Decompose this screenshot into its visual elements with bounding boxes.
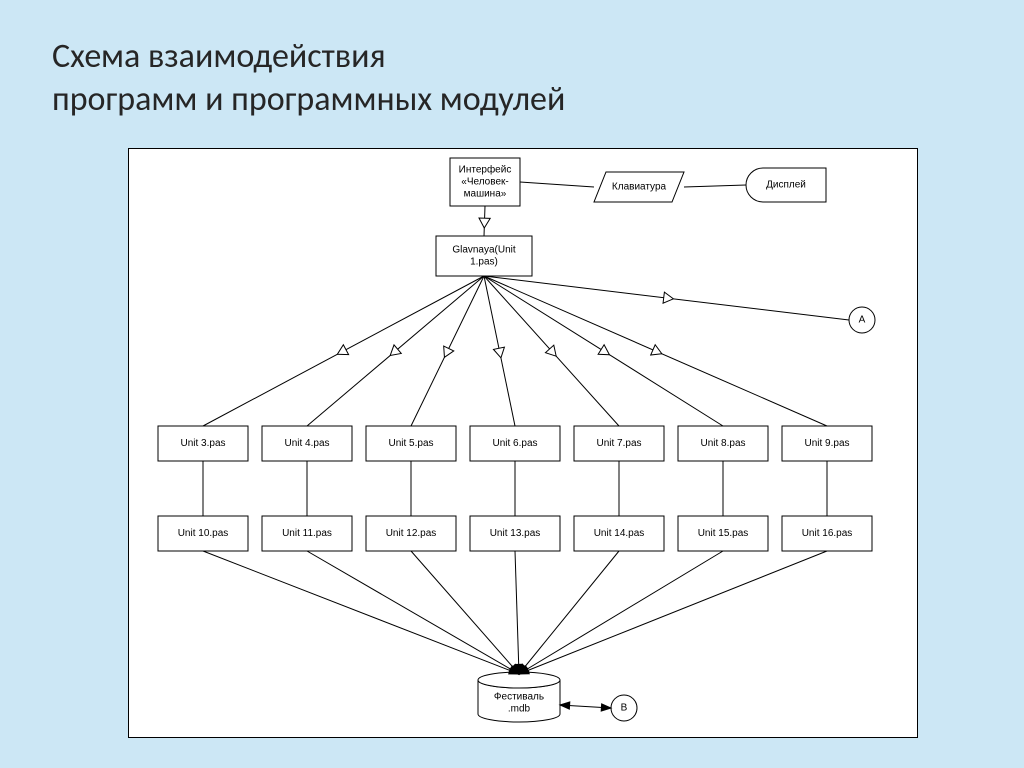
svg-text:Unit 12.pas: Unit 12.pas bbox=[386, 528, 437, 539]
svg-text:машина»: машина» bbox=[464, 189, 507, 200]
svg-text:Фестиваль: Фестиваль bbox=[494, 692, 544, 703]
svg-text:Unit 8.pas: Unit 8.pas bbox=[700, 438, 745, 449]
svg-text:Unit 15.pas: Unit 15.pas bbox=[698, 528, 749, 539]
svg-text:1.pas): 1.pas) bbox=[470, 257, 498, 268]
svg-text:Unit 6.pas: Unit 6.pas bbox=[492, 438, 537, 449]
svg-text:Дисплей: Дисплей bbox=[766, 180, 806, 191]
svg-text:Unit 9.pas: Unit 9.pas bbox=[804, 438, 849, 449]
svg-text:Unit 13.pas: Unit 13.pas bbox=[490, 528, 541, 539]
slide: Схема взаимодействия программ и программ… bbox=[0, 0, 1024, 768]
svg-text:Интерфейс: Интерфейс bbox=[459, 164, 512, 176]
svg-text:Glavnaya(Unit: Glavnaya(Unit bbox=[452, 245, 516, 256]
svg-text:«Человек-: «Человек- bbox=[461, 177, 508, 188]
svg-text:Unit 14.pas: Unit 14.pas bbox=[594, 528, 645, 539]
svg-text:Unit 10.pas: Unit 10.pas bbox=[178, 528, 229, 539]
svg-text:Unit 16.pas: Unit 16.pas bbox=[802, 528, 853, 539]
svg-text:B: B bbox=[621, 703, 628, 714]
svg-text:.mdb: .mdb bbox=[508, 704, 531, 715]
svg-text:Клавиатура: Клавиатура bbox=[612, 182, 667, 193]
svg-text:Unit 11.pas: Unit 11.pas bbox=[282, 528, 332, 539]
diagram-svg: Интерфейс«Человек-машина» Клавиатура Диспл… bbox=[0, 0, 1024, 768]
svg-text:Unit 7.pas: Unit 7.pas bbox=[596, 438, 641, 449]
svg-text:Unit 3.pas: Unit 3.pas bbox=[180, 438, 225, 449]
svg-text:Unit 4.pas: Unit 4.pas bbox=[284, 438, 329, 449]
svg-text:A: A bbox=[859, 315, 866, 326]
svg-text:Unit 5.pas: Unit 5.pas bbox=[388, 438, 433, 449]
